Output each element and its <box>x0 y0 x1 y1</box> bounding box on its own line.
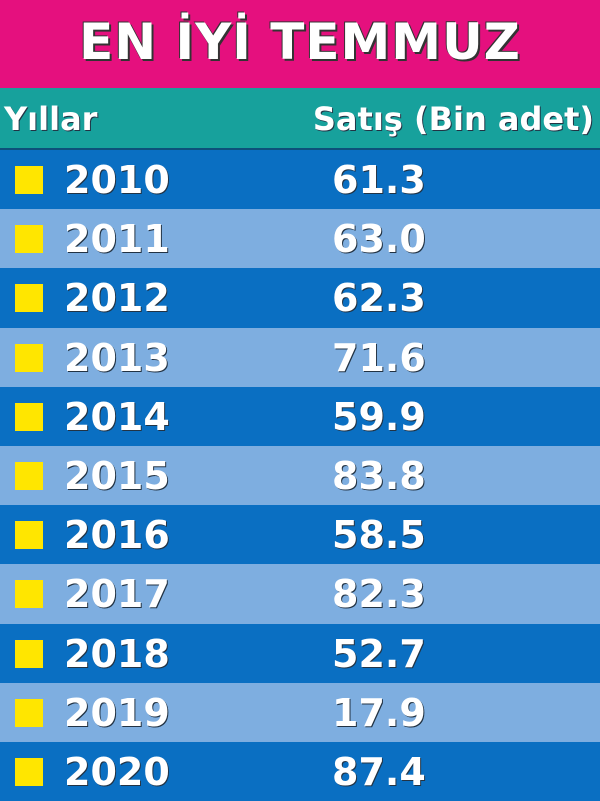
bullet <box>15 225 43 254</box>
bullet <box>15 284 43 313</box>
value-cell: 61.3 <box>332 158 426 202</box>
table-row: 2018 52.7 <box>0 623 600 683</box>
value-cell: 63.0 <box>332 217 426 262</box>
bullet <box>15 580 43 609</box>
value-cell: 52.7 <box>332 631 426 676</box>
bullet <box>15 698 43 727</box>
value-cell: 17.9 <box>332 690 426 735</box>
year-cell: 2017 <box>64 572 170 617</box>
value-cell: 83.8 <box>332 453 426 498</box>
table-row: 2010 61.3 <box>0 150 600 210</box>
year-cell: 2018 <box>64 631 170 676</box>
bullet <box>15 639 43 668</box>
bullet <box>15 757 43 786</box>
bullet <box>15 402 43 431</box>
bullet <box>15 343 43 372</box>
bullet <box>15 521 43 550</box>
bullet <box>15 166 43 194</box>
table-row: 2019 17.9 <box>0 682 600 742</box>
year-cell: 2012 <box>64 276 170 321</box>
value-cell: 58.5 <box>332 513 426 558</box>
year-cell: 2010 <box>64 158 170 202</box>
value-cell: 62.3 <box>332 276 426 321</box>
table-row: 2011 63.0 <box>0 209 600 269</box>
value-cell: 87.4 <box>332 749 426 794</box>
column-header: Yıllar <box>4 100 98 138</box>
table-row: 2017 82.3 <box>0 564 600 624</box>
title: EN İYİ TEMMUZ <box>0 0 600 88</box>
table-row: 2014 59.9 <box>0 386 600 446</box>
year-cell: 2014 <box>64 394 170 439</box>
year-cell: 2016 <box>64 513 170 558</box>
bullet <box>15 461 43 490</box>
table-row: 2013 71.6 <box>0 327 600 387</box>
year-cell: 2020 <box>64 749 170 794</box>
table-body: 2010 61.3 2011 63.0 2012 62.3 2013 71.6 2014 59.9… <box>0 150 600 801</box>
year-cell: 2011 <box>64 217 170 262</box>
value-cell: 82.3 <box>332 572 426 617</box>
value-cell: 59.9 <box>332 394 426 439</box>
year-cell: 2019 <box>64 690 170 735</box>
table-row: 2015 83.8 <box>0 445 600 506</box>
year-cell: 2013 <box>64 335 170 380</box>
year-cell: 2015 <box>64 453 170 498</box>
table-row: 2016 58.5 <box>0 505 600 565</box>
table-header: Yıllar Satış (Bin adet) <box>0 88 600 150</box>
value-cell: 71.6 <box>332 335 426 380</box>
table-row: 2020 87.4 <box>0 741 600 801</box>
table-row: 2012 62.3 <box>0 268 600 328</box>
column-header: Satış (Bin adet) <box>312 100 594 138</box>
